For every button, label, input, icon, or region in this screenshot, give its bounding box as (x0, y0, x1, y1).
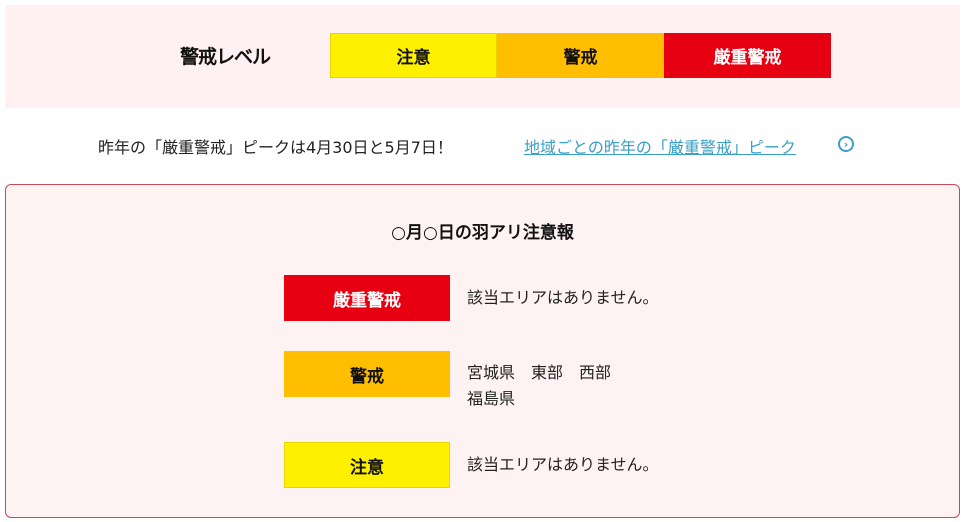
regional-peak-link[interactable]: 地域ごとの昨年の「厳重警戒」ピーク (524, 138, 796, 157)
caution-areas: 該当エリアはありません。 (467, 452, 659, 478)
badge-severe: 厳重警戒 (284, 275, 450, 321)
area-text: 該当エリアはありません。 (467, 288, 659, 307)
badge-caution: 注意 (284, 442, 450, 488)
chevron-right-circle-icon[interactable]: › (838, 136, 854, 152)
badge-warning: 警戒 (284, 351, 450, 397)
warning-areas: 宮城県 東部 西部 福島県 (467, 360, 611, 412)
legend-label: 警戒レベル (180, 46, 271, 68)
area-text: 該当エリアはありません。 (467, 455, 659, 474)
report-panel: ○月○日の羽アリ注意報 厳重警戒 該当エリアはありません。 警戒 宮城県 東部 … (5, 184, 960, 518)
severe-areas: 該当エリアはありません。 (467, 285, 659, 311)
legend-level-caution: 注意 (330, 33, 497, 78)
report-title: ○月○日の羽アリ注意報 (391, 223, 574, 243)
peak-info-text: 昨年の「厳重警戒」ピークは4月30日と5月7日！ (98, 138, 453, 157)
area-text: 宮城県 東部 西部 (467, 363, 612, 382)
legend-level-severe: 厳重警戒 (664, 33, 831, 78)
legend-level-warning: 警戒 (497, 33, 664, 78)
area-text: 福島県 (467, 389, 516, 408)
